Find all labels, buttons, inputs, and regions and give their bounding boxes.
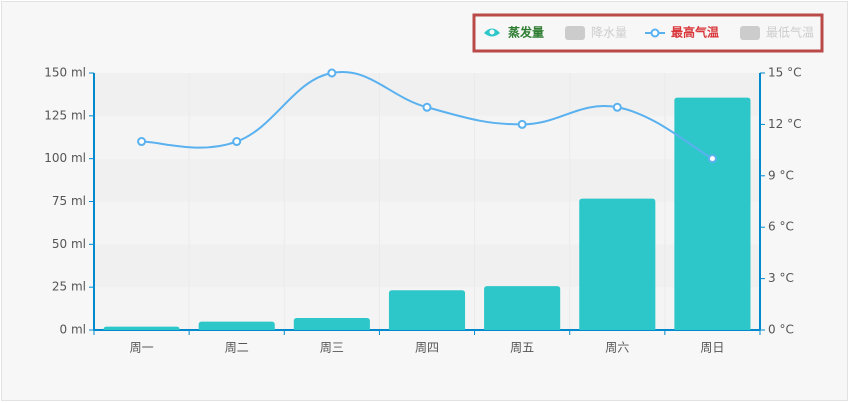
x-tick-label: 周五 — [510, 341, 534, 355]
bar — [484, 286, 561, 330]
bar — [198, 321, 275, 330]
line-point — [232, 137, 242, 147]
legend-item[interactable]: 蒸发量 — [484, 25, 544, 40]
legend-label: 最低气温 — [766, 25, 814, 40]
line-point — [707, 154, 717, 164]
bar — [103, 326, 180, 330]
line-point — [137, 137, 147, 147]
bar — [388, 290, 466, 330]
legend-icon — [565, 26, 585, 40]
x-tick-label: 周一 — [130, 341, 154, 355]
x-tick-label: 周二 — [225, 341, 249, 355]
y-tick-label: 75 ml — [52, 194, 86, 208]
line-point — [327, 68, 337, 78]
bar — [579, 198, 656, 330]
bar — [293, 318, 370, 330]
y2-tick-label: 12 °C — [768, 117, 801, 131]
bar — [674, 97, 751, 330]
y-tick-label: 125 ml — [44, 108, 86, 122]
y-tick-label: 100 ml — [44, 151, 86, 165]
legend-icon-eye — [489, 29, 495, 35]
split-area — [94, 244, 760, 288]
legend-highlight — [472, 13, 824, 53]
x-tick-label: 周四 — [415, 341, 439, 355]
y-tick-label: 50 ml — [52, 237, 86, 251]
x-tick-label: 周日 — [700, 341, 724, 355]
y2-tick-label: 0 °C — [768, 323, 794, 337]
line-point — [422, 102, 432, 112]
x-tick-label: 周六 — [605, 341, 629, 355]
legend-label: 最高气温 — [671, 25, 719, 40]
legend-icon — [740, 26, 760, 40]
legend-item[interactable]: 降水量 — [565, 26, 627, 41]
split-area — [94, 158, 760, 202]
x-tick-label: 周三 — [320, 341, 344, 355]
legend-label: 蒸发量 — [508, 25, 544, 40]
legend-label: 降水量 — [591, 26, 627, 40]
y2-tick-label: 6 °C — [768, 220, 794, 234]
y2-tick-label: 15 °C — [768, 66, 801, 80]
legend-icon-point — [650, 28, 660, 38]
legend-item[interactable]: 最低气温 — [740, 25, 814, 41]
y-tick-label: 0 ml — [60, 323, 86, 337]
y2-tick-label: 9 °C — [768, 168, 794, 182]
split-area — [94, 115, 760, 159]
split-area — [94, 201, 760, 245]
line-point — [517, 119, 527, 129]
legend-item[interactable]: 最高气温 — [645, 25, 719, 40]
y2-tick-label: 3 °C — [768, 271, 794, 285]
y-tick-label: 150 ml — [44, 66, 86, 80]
line-point — [612, 102, 622, 112]
y-tick-label: 25 ml — [52, 280, 86, 294]
